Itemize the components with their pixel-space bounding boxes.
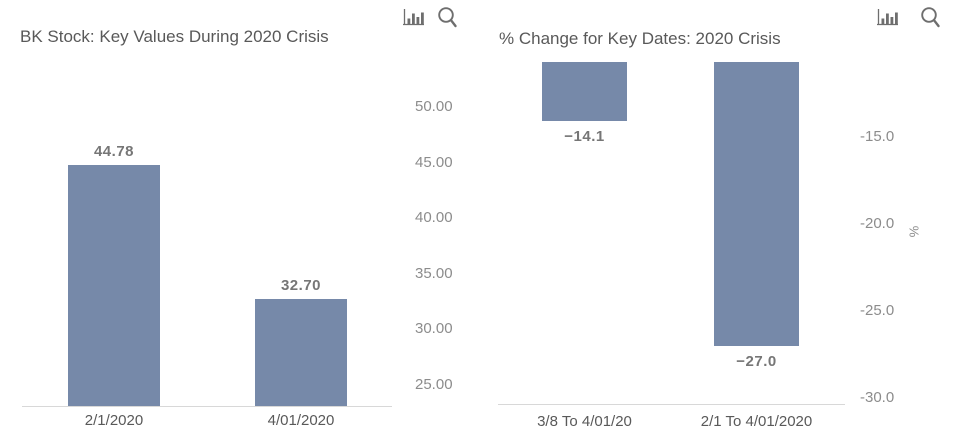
y-tick-label: 30.00 <box>415 320 453 337</box>
value-label: −27.0 <box>736 352 777 370</box>
x-axis-line <box>22 406 392 407</box>
bar[interactable] <box>542 62 627 122</box>
x-category-label: 2/1 To 4/01/2020 <box>700 413 813 430</box>
magnifier-icon <box>919 7 943 32</box>
bar-chart-icon <box>403 9 425 29</box>
chart-type-button[interactable] <box>877 8 899 26</box>
chart-left-title: BK Stock: Key Values During 2020 Crisis <box>20 27 329 46</box>
chart-left: BK Stock: Key Values During 2020 Crisis <box>0 0 470 443</box>
y-tick-label: -25.0 <box>860 302 895 319</box>
y-tick-label: 45.00 <box>415 153 453 171</box>
y-axis-unit-label: % <box>906 225 922 238</box>
chart-right-plot: −14.1 3/8 To 4/01/20 −27.0 2/1 To 4/01/2020… <box>470 0 958 443</box>
chart-right: % Change for Key Dates: 2020 Crisis <box>470 0 958 443</box>
chart-type-button[interactable] <box>403 8 425 26</box>
y-tick-label: 50.00 <box>415 98 453 115</box>
value-label: 32.70 <box>280 277 322 295</box>
y-tick-label: 35.00 <box>415 264 453 282</box>
value-label: −14.1 <box>564 128 605 146</box>
value-label: 44.78 <box>93 142 135 160</box>
zoom-button[interactable] <box>919 5 943 29</box>
x-category-label: 4/01/2020 <box>267 412 335 429</box>
magnifier-icon <box>436 7 460 32</box>
x-category-label: 3/8 To 4/01/20 <box>537 413 632 430</box>
x-category-label: 2/1/2020 <box>84 412 144 429</box>
y-tick-label: -30.0 <box>860 389 895 406</box>
y-tick-label: -15.0 <box>860 128 895 145</box>
x-axis-line <box>498 404 845 405</box>
y-tick-label: -20.0 <box>860 215 895 232</box>
bar-chart-icon <box>877 9 899 29</box>
chart-right-title: % Change for Key Dates: 2020 Crisis <box>499 29 781 48</box>
chart-left-plot: 44.78 2/1/2020 32.70 4/01/2020 50.00 45.00 40.… <box>0 0 470 443</box>
y-tick-label: 25.00 <box>415 375 453 393</box>
bar[interactable] <box>714 62 799 346</box>
zoom-button[interactable] <box>436 5 460 29</box>
bar[interactable] <box>68 164 160 406</box>
y-tick-label: 40.00 <box>415 209 453 226</box>
bar[interactable] <box>255 299 347 406</box>
